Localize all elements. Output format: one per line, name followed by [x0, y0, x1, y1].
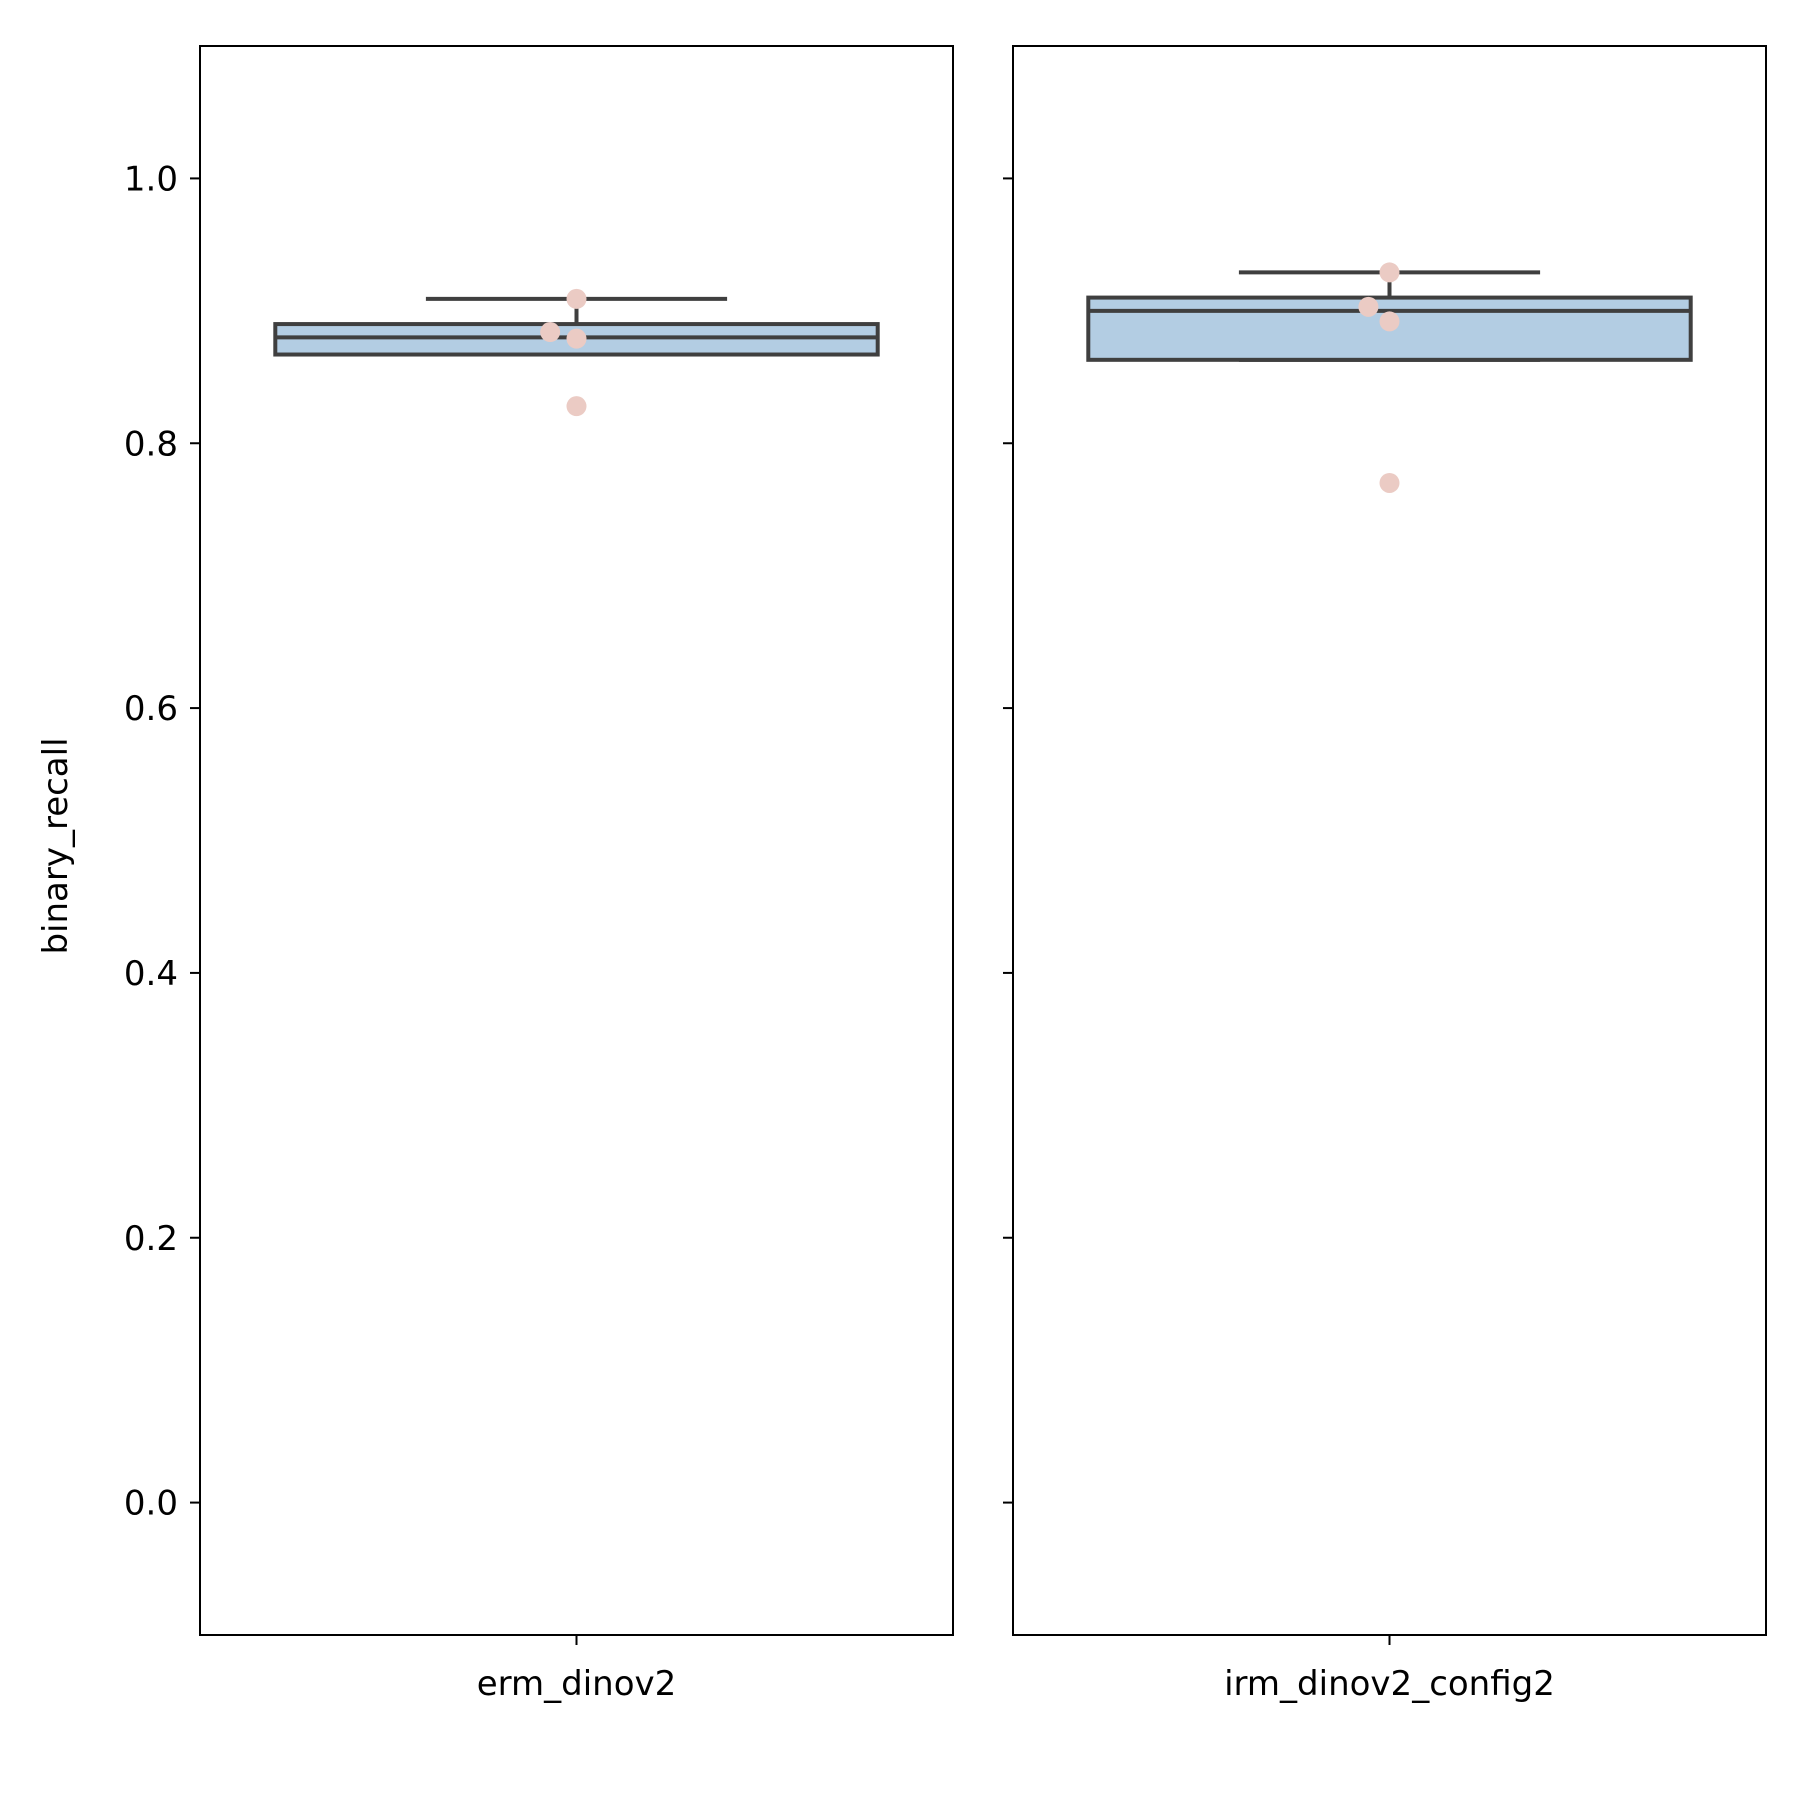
- x-tick-label: erm_dinov2: [477, 1664, 677, 1704]
- panel-1: irm_dinov2_config2: [1003, 45, 1767, 1704]
- y-tick-label: 0.2: [124, 1219, 178, 1259]
- y-tick-label: 0.6: [124, 689, 178, 729]
- data-point: [1379, 472, 1400, 493]
- data-point: [1358, 296, 1379, 317]
- panel-0: 0.0 0.2 0.4 0.6 0.8 1.0 erm_dinov2: [124, 45, 954, 1704]
- y-tick-label: 0.4: [124, 954, 178, 994]
- y-tick-label: 0.0: [124, 1484, 178, 1524]
- data-point: [566, 288, 587, 309]
- data-point: [540, 322, 561, 343]
- axes-frame: [1012, 45, 1767, 1636]
- data-point: [1379, 262, 1400, 283]
- y-axis-label: binary_recall: [36, 737, 76, 954]
- data-point: [566, 328, 587, 349]
- y-tick-label: 1.0: [124, 159, 178, 199]
- x-tick-label: irm_dinov2_config2: [1224, 1664, 1555, 1704]
- data-point: [566, 396, 587, 417]
- panels: 0.0 0.2 0.4 0.6 0.8 1.0 erm_dinov2 irm_dinov2_c…: [124, 45, 1767, 1704]
- axes-frame: [199, 45, 954, 1636]
- data-point: [1379, 311, 1400, 332]
- y-tick-label: 0.8: [124, 424, 178, 464]
